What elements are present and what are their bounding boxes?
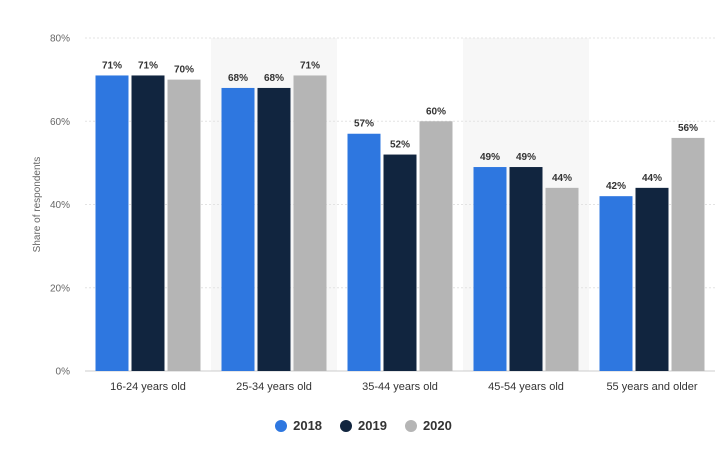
bar-2018[interactable] [599,196,633,371]
legend-marker [340,419,353,432]
data-label: 52% [390,140,410,151]
legend-label: 2020 [422,418,452,433]
x-tick-label: 16-24 years old [110,381,186,393]
data-label: 56% [678,123,698,134]
legend: 2018 2019 2020 [0,418,727,433]
bar-2020[interactable] [671,137,705,371]
data-label: 49% [480,152,500,163]
legend-item-2020[interactable]: 2020 [404,418,452,433]
x-tick-label: 35-44 years old [362,381,438,393]
data-label: 71% [300,60,320,71]
legend-marker [275,419,288,432]
data-label: 49% [516,152,536,163]
x-axis: 16-24 years old 25-34 years old 35-44 year… [110,381,698,393]
y-tick-label: 40% [50,200,70,211]
bar-2019[interactable] [257,87,291,371]
y-tick-label: 0% [56,367,71,378]
data-label: 60% [426,106,446,117]
legend-label: 2018 [293,418,323,433]
bar-2020[interactable] [545,187,579,371]
y-tick-label: 60% [50,117,70,128]
data-label: 68% [228,73,248,84]
bar-2020[interactable] [293,75,327,372]
data-label: 68% [264,73,284,84]
x-tick-label: 45-54 years old [488,381,564,393]
bar-2018[interactable] [473,167,507,371]
bar-2018[interactable] [95,75,129,372]
legend-label: 2019 [358,418,387,433]
bar-2020[interactable] [167,79,201,371]
y-tick-label: 20% [50,283,70,294]
bars [95,75,705,372]
bar-2019[interactable] [131,75,165,372]
bar-2019[interactable] [635,187,669,371]
data-labels: 71% 68% 57% 49% 42% 71% 68% 52% 49% 44% 70% 71% 60% 4… [102,60,698,192]
data-label: 42% [606,181,626,192]
x-tick-label: 55 years and older [606,381,697,393]
legend-item-2018[interactable]: 2018 [275,418,322,433]
y-axis: 0% 20% 40% 60% 80% [50,34,70,378]
data-label: 71% [138,60,158,71]
data-label: 44% [552,173,572,184]
x-tick-label: 25-34 years old [236,381,312,393]
legend-marker [404,419,417,432]
data-label: 57% [354,119,374,130]
data-label: 70% [174,65,194,76]
y-axis-title: Share of respondents [32,157,43,253]
bar-2019[interactable] [509,167,543,371]
bar-2019[interactable] [383,154,417,371]
bar-2020[interactable] [419,121,453,371]
legend-item-2019[interactable]: 2019 [340,418,387,433]
y-tick-label: 80% [50,34,70,45]
bar-2018[interactable] [221,87,255,371]
bar-2018[interactable] [347,133,381,371]
data-label: 44% [642,173,662,184]
data-label: 71% [102,60,122,71]
